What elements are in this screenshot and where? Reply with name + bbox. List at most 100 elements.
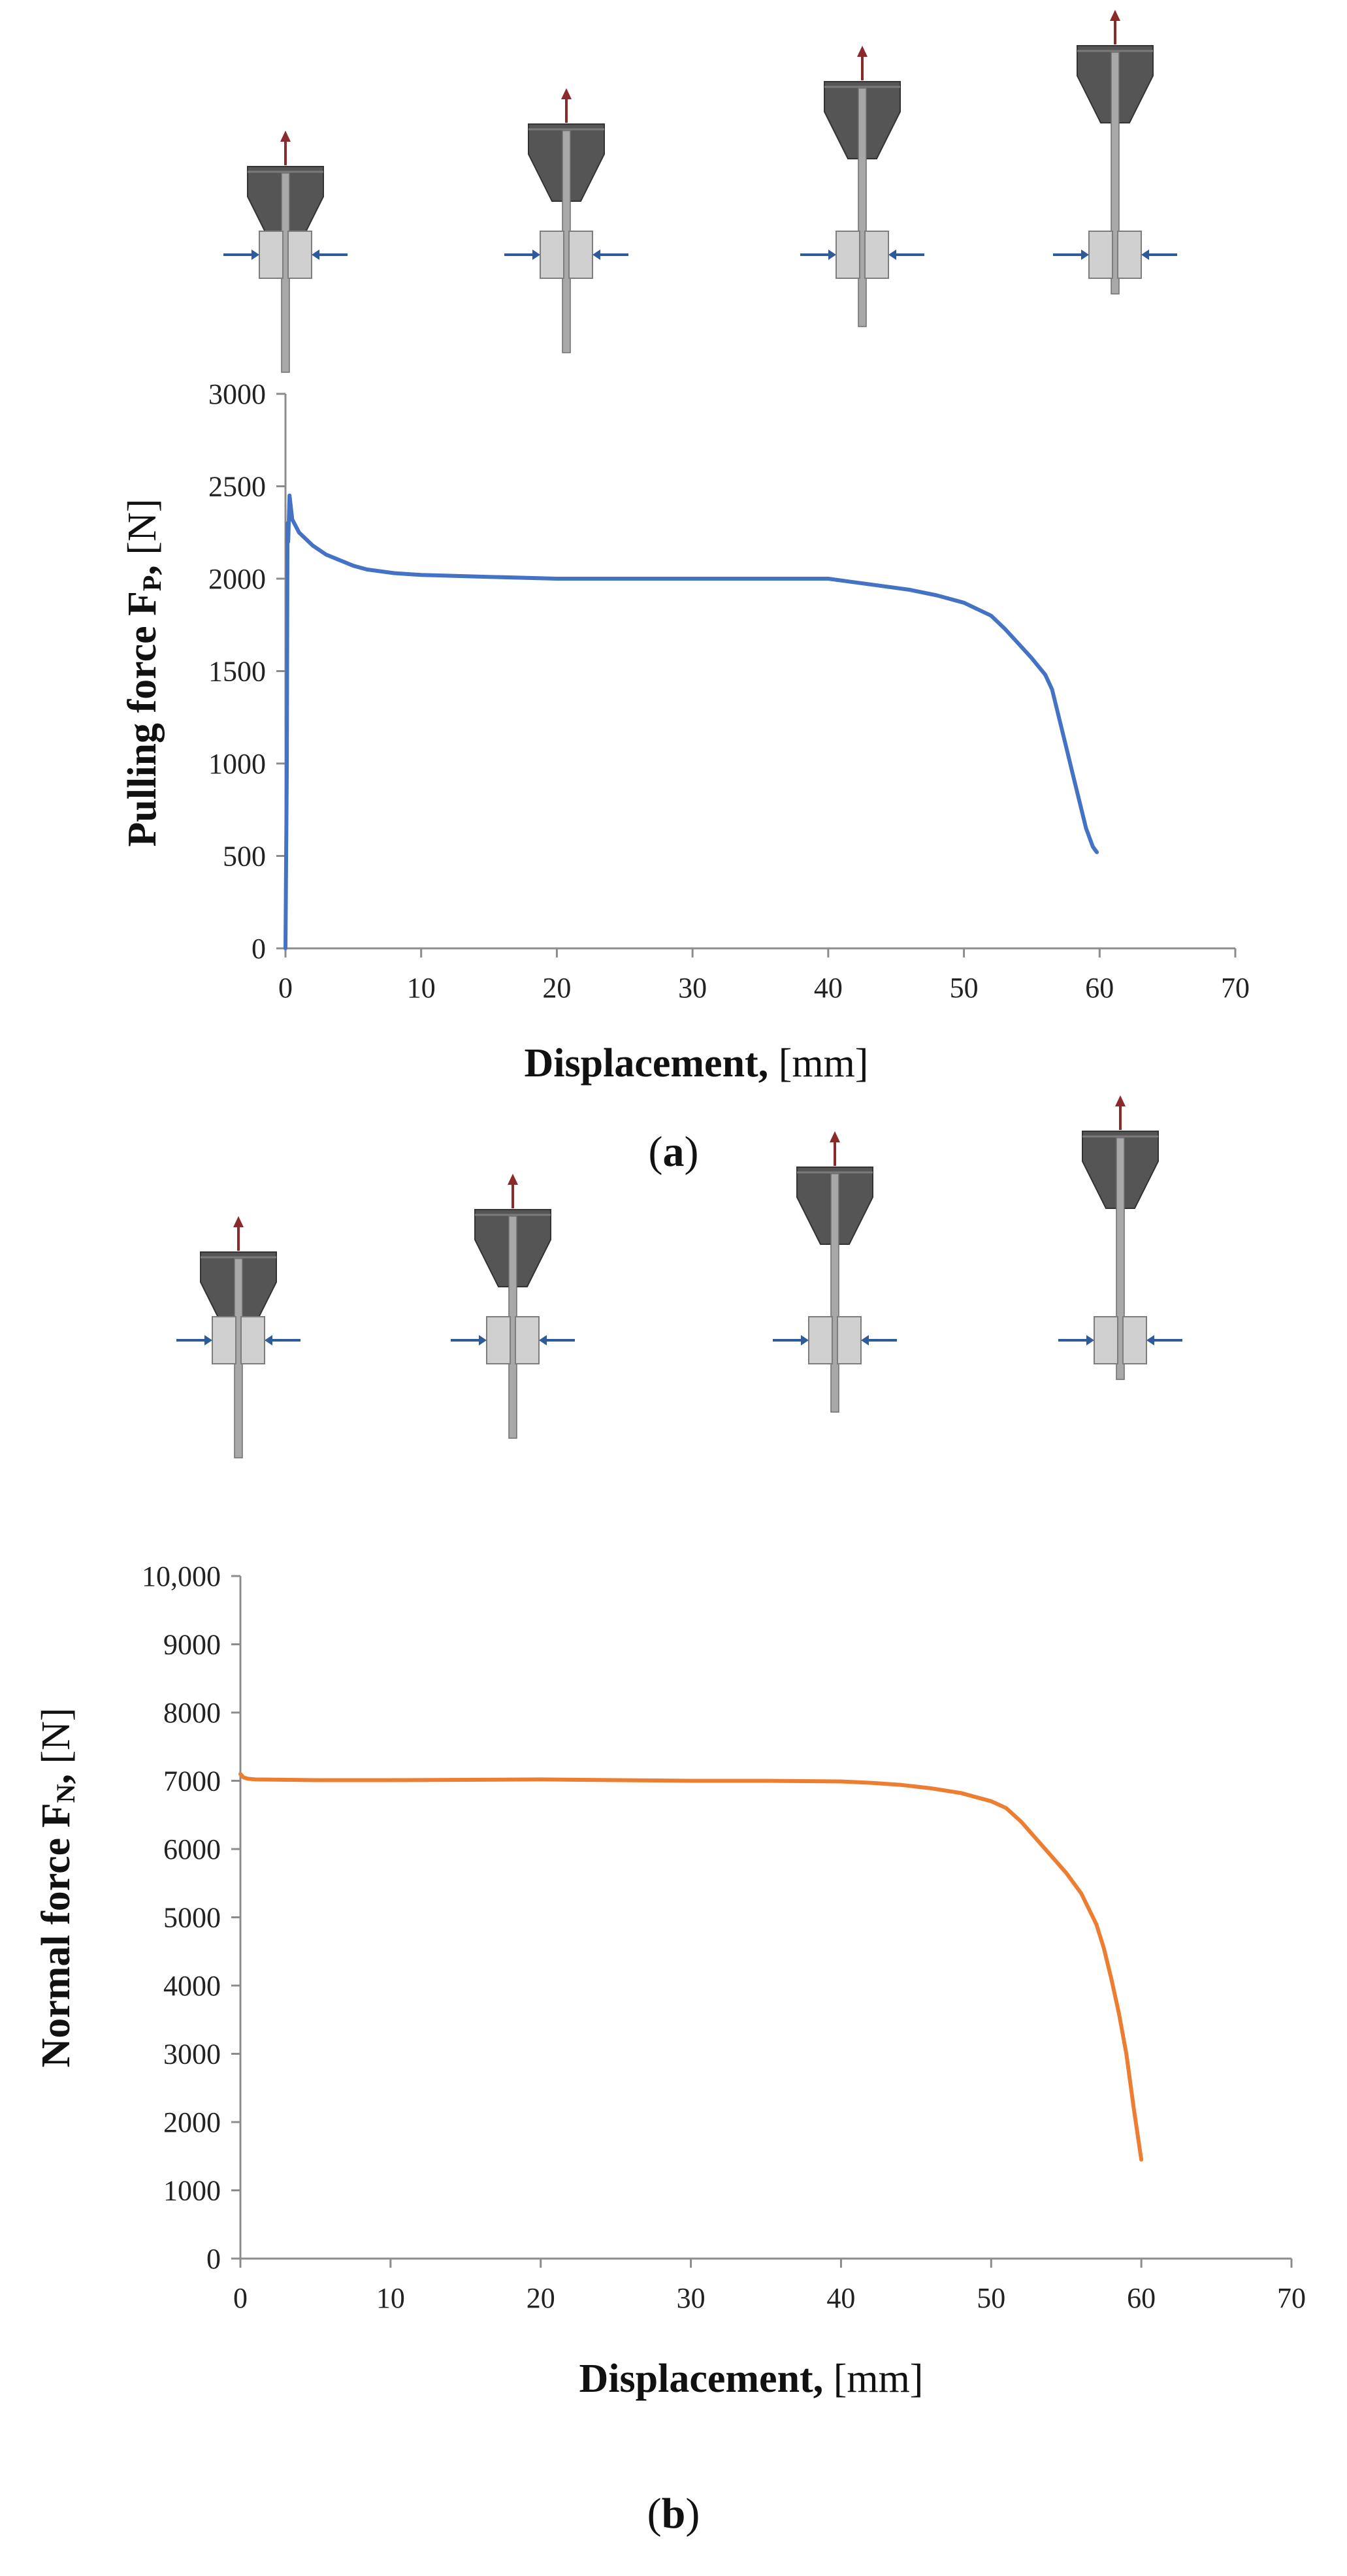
panel-a-y-tick-label-500: 500	[223, 841, 266, 873]
panel-a-x-tick-label-10: 10	[407, 972, 436, 1004]
panel-a-series-line-1	[284, 493, 1099, 950]
panel-a-y-tick-label-0: 0	[252, 933, 266, 965]
panel-b-caption-letter: b	[662, 2490, 686, 2537]
panel-a-y-axis-title-tail: ,	[120, 565, 165, 575]
panel-a-jaw-right-3	[864, 231, 889, 279]
panel-b-plot: 0 10 20 30 40 50 60 70 0 1000 2000 3000 4000 5000 6000…	[142, 1560, 1306, 2314]
panel-b-x-axis-title-bold: Displacement,	[579, 2357, 824, 2401]
panel-a: 0 10 20 30 40 50 60 70050010001500200025003000 …	[120, 10, 1250, 1176]
panel-a-normal-arrowhead-right-4	[1141, 250, 1149, 260]
panel-b-stage-icon-3	[773, 1131, 897, 1413]
panel-b-jaw-right-1	[240, 1316, 265, 1364]
panel-b-y-tick-label-1000: 1000	[163, 2175, 221, 2207]
panel-a-x-tick-label-30: 30	[678, 972, 707, 1004]
panel-a-x-tick-label-60: 60	[1085, 972, 1114, 1004]
panel-b-stage-icon-2	[451, 1174, 575, 1439]
panel-b-x-tick-label-50: 50	[977, 2282, 1005, 2314]
panel-a-caption-close: )	[685, 1128, 699, 1176]
panel-a-y-tick-label-1000: 1000	[208, 748, 266, 780]
panel-b-y-tick-label-6000: 6000	[163, 1833, 221, 1865]
panel-b-y-axis-title-tail: ,	[34, 1774, 78, 1784]
panel-b-jaw-left-4	[1094, 1316, 1118, 1364]
panel-a-y-tick-label-3000: 3000	[208, 378, 266, 410]
panel-a-stage-icon-1	[223, 131, 348, 373]
panel-b-x-tick-label-0: 0	[233, 2282, 248, 2314]
panel-b-rod-3	[830, 1173, 839, 1413]
panel-b-pull-arrowhead-1	[233, 1216, 244, 1227]
panel-b-y-axis-title-sub: N	[51, 1784, 80, 1803]
panel-a-jaw-right-2	[568, 231, 593, 279]
panel-b-normal-arrowhead-right-4	[1146, 1335, 1154, 1345]
panel-a-stage-icon-4	[1053, 10, 1177, 295]
panel-a-normal-arrowhead-left-1	[252, 250, 259, 260]
panel-b-jaw-left-3	[808, 1316, 833, 1364]
panel-a-x-tick-label-0: 0	[278, 972, 293, 1004]
panel-a-x-axis-title: Displacement, [mm]	[525, 1041, 869, 1086]
panel-a-stage-icon-3	[800, 46, 924, 327]
panel-b-y-tick-label-2000: 2000	[163, 2106, 221, 2138]
panel-a-normal-arrowhead-left-3	[828, 250, 836, 260]
panel-b-jaw-left-1	[212, 1316, 236, 1364]
panel-a-normal-arrowhead-right-1	[312, 250, 319, 260]
panel-a-normal-arrowhead-right-3	[888, 250, 896, 260]
panel-b-normal-arrowhead-left-1	[204, 1335, 212, 1345]
panel-a-x-tick-label-70: 70	[1221, 972, 1250, 1004]
panel-a-rod-3	[858, 88, 867, 327]
panel-b-jaw-right-2	[515, 1316, 540, 1364]
panel-a-x-axis-title-unit: [mm]	[779, 1041, 869, 1086]
panel-a-pull-arrowhead-4	[1110, 10, 1120, 21]
panel-a-jaw-left-2	[540, 231, 564, 279]
panel-a-x-tick-label-40: 40	[814, 972, 843, 1004]
panel-a-x-tick-label-20: 20	[542, 972, 571, 1004]
panel-b-y-tick-label-4000: 4000	[163, 1970, 221, 2002]
panel-a-jaw-left-1	[259, 231, 284, 279]
panel-b-y-tick-label-0: 0	[206, 2243, 221, 2275]
panel-b-x-tick-label-10: 10	[376, 2282, 405, 2314]
panel-a-y-tick-label-2500: 2500	[208, 471, 266, 503]
panel-b-normal-arrowhead-left-2	[479, 1335, 487, 1345]
panel-b-y-axis-title: Normal force FN, [N]	[34, 1707, 80, 2067]
panel-b-stage-illustrations	[176, 1095, 1182, 1458]
panel-a-pull-arrowhead-1	[280, 131, 291, 142]
panel-b-y-tick-label-5000: 5000	[163, 1902, 221, 1934]
panel-b-y-tick-label-8000: 8000	[163, 1697, 221, 1729]
panel-b-normal-arrowhead-left-3	[801, 1335, 809, 1345]
panel-b-caption-open: (	[647, 2490, 662, 2537]
panel-b-normal-arrowhead-right-2	[539, 1335, 547, 1345]
panel-b-y-tick-label-10000: 10,000	[142, 1560, 221, 1592]
panel-b-jaw-left-2	[486, 1316, 511, 1364]
panel-a-y-tick-label-1500: 1500	[208, 656, 266, 688]
panel-a-caption: (a)	[649, 1128, 699, 1176]
panel-b: 0 10 20 30 40 50 60 70 0 1000 2000 3000 4000 5000 6000…	[34, 1095, 1306, 2537]
panel-b-jaw-right-4	[1122, 1316, 1147, 1364]
panel-a-stage-icon-2	[504, 88, 628, 353]
panel-b-stage-icon-1	[176, 1216, 300, 1458]
panel-a-y-tick-label-2000: 2000	[208, 563, 266, 595]
panel-b-y-axis-title-unit: [N]	[34, 1707, 78, 1763]
panel-b-x-axis-title: Displacement, [mm]	[579, 2357, 924, 2401]
panel-a-normal-arrowhead-left-2	[532, 250, 540, 260]
panel-a-jaw-left-3	[836, 231, 860, 279]
panel-b-normal-arrowhead-right-3	[861, 1335, 869, 1345]
panel-a-y-axis-title-sub: P	[137, 575, 167, 591]
panel-b-pull-arrowhead-3	[830, 1131, 840, 1142]
panel-b-x-tick-label-20: 20	[527, 2282, 555, 2314]
panel-a-caption-open: (	[649, 1128, 663, 1176]
panel-a-jaw-left-4	[1088, 231, 1113, 279]
panel-b-y-tick-label-7000: 7000	[163, 1765, 221, 1797]
panel-b-y-axis-title-bold: Normal force F	[34, 1803, 78, 2067]
panel-a-jaw-right-4	[1117, 231, 1142, 279]
panel-b-y-tick-label-9000: 9000	[163, 1629, 221, 1661]
panel-a-normal-arrowhead-right-2	[592, 250, 600, 260]
panel-b-stage-icon-4	[1058, 1095, 1182, 1380]
panel-a-y-axis-title-bold: Pulling force F	[120, 591, 165, 846]
panel-b-jaw-right-3	[837, 1316, 862, 1364]
panel-b-caption-close: )	[685, 2490, 700, 2537]
panel-a-pull-arrowhead-2	[561, 88, 572, 99]
panel-a-jaw-right-1	[287, 231, 312, 279]
panel-b-x-tick-label-30: 30	[677, 2282, 706, 2314]
panel-a-caption-letter: a	[663, 1128, 685, 1176]
panel-a-normal-arrowhead-left-4	[1081, 250, 1089, 260]
panel-a-x-axis-title-bold: Displacement,	[525, 1041, 769, 1086]
